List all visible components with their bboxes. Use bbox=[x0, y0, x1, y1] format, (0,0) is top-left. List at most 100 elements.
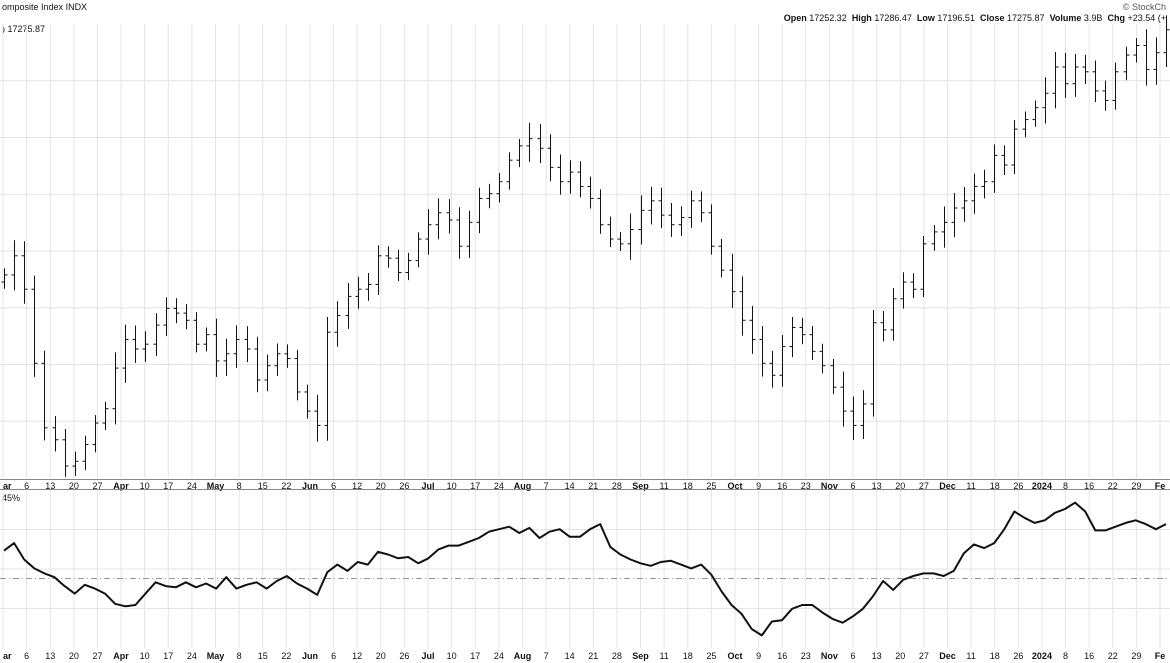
x-tick-label: 17 bbox=[163, 481, 173, 491]
ohlc-bar bbox=[284, 344, 291, 368]
ohlc-bar bbox=[941, 206, 948, 248]
x-tick-label: 17 bbox=[470, 651, 480, 661]
x-tick-label: 27 bbox=[919, 481, 929, 491]
ohlc-bar bbox=[779, 335, 786, 387]
x-tick-label: 16 bbox=[777, 651, 787, 661]
x-tick-label: 15 bbox=[258, 651, 268, 661]
x-tick-label: 9 bbox=[756, 651, 761, 661]
ohlc-bar bbox=[385, 246, 392, 268]
ohlc-bar bbox=[617, 231, 624, 251]
ohlc-bar bbox=[1072, 53, 1079, 97]
x-tick-label: Jul bbox=[422, 651, 435, 661]
x-tick-label: 8 bbox=[237, 481, 242, 491]
ohlc-bar bbox=[355, 276, 362, 309]
ohlc-bar bbox=[1112, 62, 1119, 110]
indicator-panel bbox=[0, 501, 1170, 637]
ohlc-bar bbox=[557, 154, 564, 195]
ohlc-bar bbox=[880, 310, 887, 342]
ohlc-bar bbox=[678, 206, 685, 236]
x-tick-label: 10 bbox=[140, 651, 150, 661]
x-tick-label: 2024 bbox=[1032, 651, 1052, 661]
x-tick-label: Nov bbox=[821, 651, 838, 661]
ohlc-bar bbox=[830, 359, 837, 394]
x-tick-label: May bbox=[207, 481, 225, 491]
ohlc-bar bbox=[456, 207, 463, 259]
x-tick-label: 6 bbox=[24, 651, 29, 661]
low-value: 17196.51 bbox=[937, 13, 975, 23]
x-tick-label: 20 bbox=[895, 651, 905, 661]
ohlc-bar bbox=[910, 273, 917, 299]
ohlc-bar bbox=[526, 122, 533, 162]
ohlc-bar bbox=[324, 316, 331, 441]
x-tick-label: 16 bbox=[1084, 481, 1094, 491]
ohlc-bar bbox=[729, 253, 736, 308]
price-bars bbox=[1, 15, 1170, 477]
ohlc-bar bbox=[516, 138, 523, 168]
x-tick-label: 20 bbox=[69, 651, 79, 661]
x-tick-label: 14 bbox=[565, 481, 575, 491]
x-tick-label: 25 bbox=[706, 481, 716, 491]
x-tick-label: 20 bbox=[376, 481, 386, 491]
volume-label: Volume bbox=[1049, 13, 1082, 23]
ohlc-bar bbox=[840, 371, 847, 427]
ohlc-bar bbox=[587, 176, 594, 209]
x-tick-label: 16 bbox=[1084, 651, 1094, 661]
ohlc-bar bbox=[62, 429, 69, 477]
ohlc-bar bbox=[739, 276, 746, 336]
ohlc-bar bbox=[1143, 29, 1150, 86]
x-tick-label: 6 bbox=[24, 481, 29, 491]
x-tick-label: 16 bbox=[777, 481, 787, 491]
ohlc-bar bbox=[799, 317, 806, 345]
ohlc-bar bbox=[688, 190, 695, 228]
x-tick-label: Fe bbox=[1155, 481, 1166, 491]
x-tick-label: 18 bbox=[683, 481, 693, 491]
x-tick-label: 26 bbox=[399, 651, 409, 661]
x-tick-label: 7 bbox=[544, 481, 549, 491]
price-x-axis: ar 6 13 20 27 Apr 10 17 24 May 8 15 22 Jun 6 12 20 26 Jul 1… bbox=[3, 481, 1165, 491]
x-tick-label: 26 bbox=[1013, 481, 1023, 491]
x-tick-label: 18 bbox=[683, 651, 693, 661]
ohlc-bar bbox=[698, 191, 705, 223]
x-tick-label: 22 bbox=[1108, 481, 1118, 491]
ohlc-bar bbox=[1153, 37, 1160, 85]
ohlc-bar bbox=[1062, 52, 1069, 98]
ohlc-bar bbox=[1082, 54, 1089, 84]
x-tick-label: 13 bbox=[45, 651, 55, 661]
chg-label: Chg bbox=[1107, 13, 1125, 23]
x-tick-label: 17 bbox=[163, 651, 173, 661]
ohlc-bar bbox=[1092, 60, 1099, 103]
ohlc-bar bbox=[860, 390, 867, 440]
x-tick-label: 12 bbox=[352, 651, 362, 661]
x-tick-label: 8 bbox=[1063, 651, 1068, 661]
x-tick-label: Sep bbox=[632, 481, 649, 491]
x-tick-label: Dec bbox=[939, 651, 956, 661]
x-tick-label: Apr bbox=[113, 651, 129, 661]
x-tick-label: 14 bbox=[565, 651, 575, 661]
x-tick-label: 13 bbox=[45, 481, 55, 491]
x-tick-label: Jun bbox=[302, 651, 318, 661]
ohlc-bar bbox=[415, 232, 422, 268]
x-tick-label: 23 bbox=[801, 481, 811, 491]
ohlc-bar bbox=[971, 173, 978, 214]
x-tick-label: 13 bbox=[872, 481, 882, 491]
x-tick-label: 21 bbox=[588, 651, 598, 661]
x-tick-label: 9 bbox=[756, 481, 761, 491]
symbol-title: omposite Index INDX bbox=[2, 2, 87, 12]
ohlc-bar bbox=[233, 325, 240, 368]
ohlc-bar bbox=[1123, 46, 1130, 81]
x-tick-label: 20 bbox=[895, 481, 905, 491]
ohlc-bar bbox=[809, 326, 816, 360]
ohlc-bar bbox=[789, 316, 796, 358]
ohlc-bar bbox=[173, 298, 180, 324]
ohlc-bar bbox=[496, 172, 503, 203]
ohlc-bar bbox=[21, 241, 28, 304]
ohlc-bar bbox=[708, 204, 715, 255]
x-tick-label: 24 bbox=[187, 651, 197, 661]
ohlc-bar bbox=[52, 416, 59, 452]
symbol-name: omposite Index bbox=[2, 2, 64, 12]
ohlc-bar bbox=[486, 183, 493, 209]
x-tick-label: 29 bbox=[1131, 481, 1141, 491]
ohlc-bar bbox=[102, 401, 109, 430]
ohlc-bar bbox=[648, 186, 655, 225]
